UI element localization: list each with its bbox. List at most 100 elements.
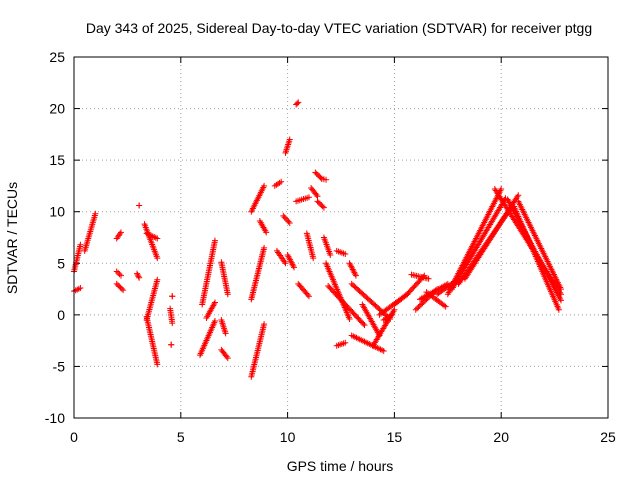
data-point	[135, 273, 142, 280]
data-point	[117, 272, 124, 279]
data-point	[305, 293, 312, 300]
data-point	[515, 192, 522, 199]
data-point	[261, 182, 268, 189]
data-point	[285, 218, 292, 225]
data-point	[77, 285, 84, 292]
data-point	[286, 136, 293, 143]
y-tick-label: 20	[49, 101, 65, 117]
data-point	[380, 347, 387, 354]
data-point	[416, 302, 423, 309]
data-point	[352, 272, 359, 279]
data-point	[278, 178, 285, 185]
data-point	[346, 315, 353, 322]
data-point	[113, 268, 120, 275]
data-point	[323, 176, 330, 183]
data-point	[442, 303, 449, 310]
data-point	[320, 204, 327, 211]
data-point	[361, 322, 368, 329]
data-point	[168, 341, 175, 348]
data-point	[116, 271, 123, 278]
data-point	[134, 271, 141, 278]
data-point	[415, 304, 422, 311]
data-point	[313, 191, 320, 198]
data-point	[261, 321, 268, 328]
data-point	[498, 186, 505, 193]
x-tick-label: 10	[280, 429, 296, 445]
data-point	[412, 306, 419, 313]
data-point	[223, 353, 230, 360]
x-tick-label: 0	[70, 429, 78, 445]
data-point	[134, 270, 141, 277]
data-point	[418, 301, 425, 308]
data-point	[77, 241, 84, 248]
data-point	[555, 306, 562, 313]
data-point	[304, 291, 311, 298]
data-point	[222, 330, 229, 337]
data-point	[169, 320, 176, 327]
data-point	[327, 252, 334, 259]
data-point	[360, 320, 367, 327]
data-point	[391, 306, 398, 313]
data-point	[291, 264, 298, 271]
y-tick-label: 25	[49, 49, 65, 65]
data-point	[117, 229, 124, 236]
data-point	[118, 285, 125, 292]
data-point	[319, 203, 326, 210]
y-tick-label: 10	[49, 204, 65, 220]
data-point	[154, 276, 161, 283]
chart-title: Day 343 of 2025, Sidereal Day-to-day VTE…	[86, 20, 592, 36]
data-point	[342, 339, 349, 346]
data-point	[136, 202, 143, 209]
data-point	[294, 100, 301, 107]
data-point	[305, 194, 312, 201]
x-tick-label: 20	[493, 429, 509, 445]
data-point	[558, 297, 565, 304]
data-point	[286, 220, 293, 227]
x-tick-label: 15	[387, 429, 403, 445]
data-point	[136, 274, 143, 281]
axis-ticks: 0 5 10 15 20 25 -10 -5 0 5 10 15 20 25	[45, 49, 616, 445]
y-tick-label: -10	[45, 410, 65, 426]
data-point	[169, 293, 176, 300]
x-tick-label: 5	[177, 429, 185, 445]
data-point	[224, 291, 231, 298]
data-point	[414, 305, 421, 312]
y-tick-label: 5	[57, 255, 65, 271]
data-point	[224, 355, 231, 362]
data-point	[261, 244, 268, 251]
data-point	[314, 193, 321, 200]
data-point	[120, 287, 127, 294]
data-point	[295, 99, 302, 106]
data-point	[317, 174, 324, 181]
data-point	[211, 299, 218, 306]
data-point	[115, 269, 122, 276]
data-point	[389, 311, 396, 318]
data-point	[558, 286, 565, 293]
data-point	[419, 300, 426, 307]
data-point	[310, 255, 317, 262]
data-point	[441, 302, 448, 309]
data-point	[280, 212, 287, 219]
y-tick-label: -5	[53, 358, 66, 374]
data-point	[281, 214, 288, 221]
data-point	[263, 229, 270, 236]
data-point	[154, 361, 161, 368]
y-tick-label: 0	[57, 307, 65, 323]
data-point	[342, 251, 349, 258]
data-point	[282, 215, 289, 222]
x-tick-label: 25	[600, 429, 616, 445]
data-point	[282, 260, 289, 267]
data-point	[154, 255, 161, 262]
data-point	[420, 298, 427, 305]
plot-frame	[73, 56, 609, 419]
data-point	[211, 237, 218, 244]
data-point	[425, 275, 432, 282]
data-point	[92, 210, 99, 217]
y-tick-label: 15	[49, 152, 65, 168]
data-point	[284, 217, 291, 224]
data-point	[154, 235, 161, 242]
y-axis-label: SDTVAR / TECUs	[4, 182, 20, 294]
data-point	[387, 312, 394, 319]
